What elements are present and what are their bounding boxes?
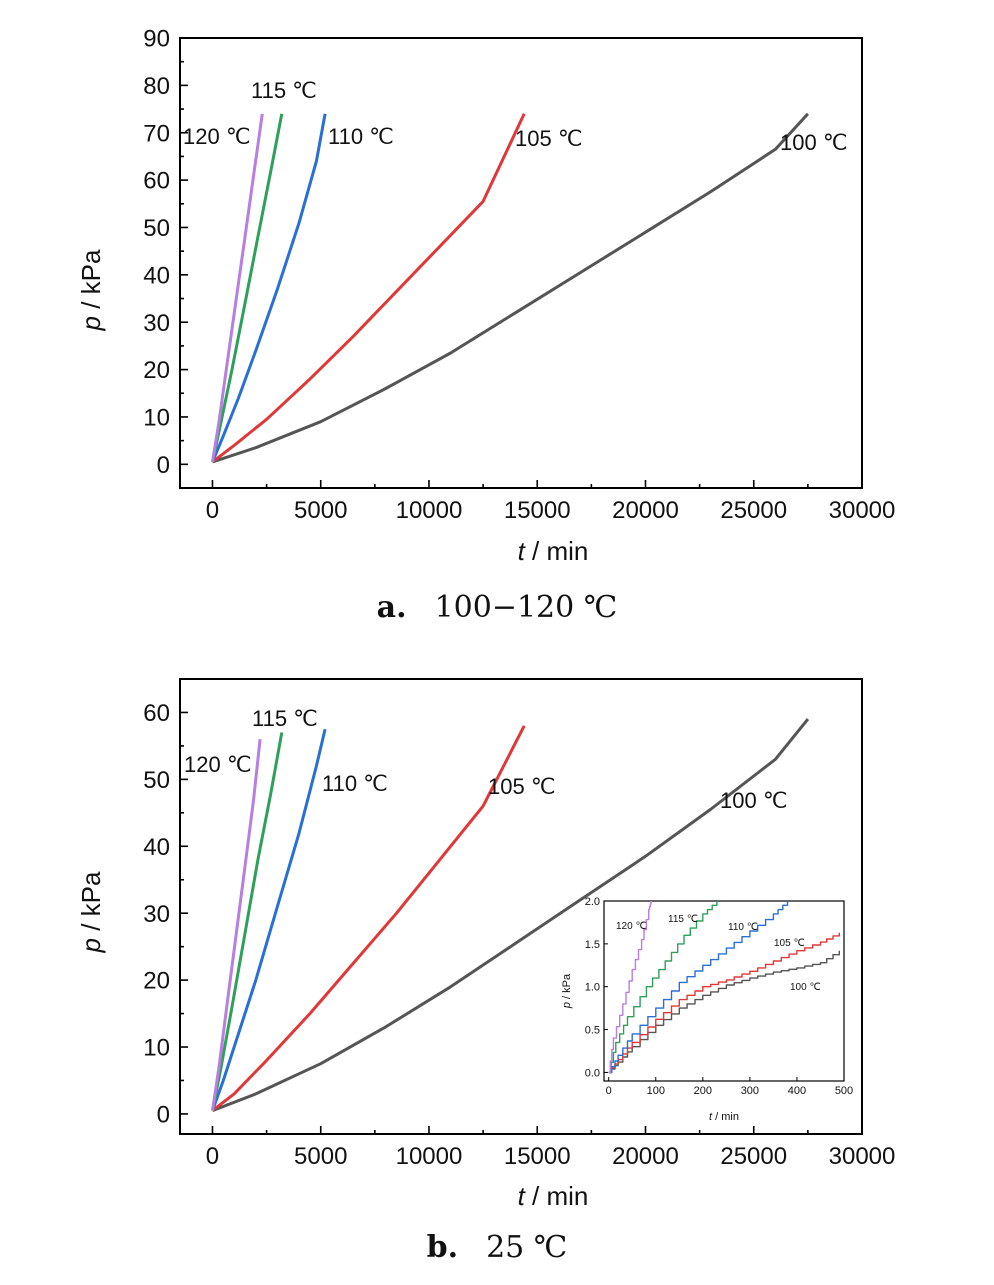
y-tick-label: 90 [143, 26, 170, 53]
y-tick-label: 60 [143, 168, 170, 195]
series-label-110: 110 ℃ [322, 771, 388, 796]
y-tick-label: 40 [143, 262, 170, 289]
x-tick-label: 30000 [829, 1143, 896, 1170]
y-axis-label-a: p / kPa [76, 249, 106, 331]
caption-b: b. 25 ℃ [427, 1230, 568, 1265]
y-tick-label: 30 [143, 310, 170, 337]
x-tick-label: 25000 [720, 1143, 787, 1170]
x-tick-label: 10000 [396, 497, 463, 524]
series-label-120: 120 ℃ [183, 124, 251, 149]
x-tick-label: 500 [835, 1085, 853, 1097]
x-axis-label-a: t / min [518, 536, 589, 566]
series-label-115: 115 ℃ [252, 706, 318, 731]
series-line-105 [211, 113, 526, 464]
series-group-b [211, 718, 810, 1112]
x-axis-a: 0 5000 10000 15000 20000 25000 30000 [206, 480, 896, 524]
x-tick-label: 10000 [396, 1143, 463, 1170]
y-tick-label: 2.0 [585, 896, 600, 908]
series-line-120 [211, 113, 264, 463]
series-line-115 [211, 113, 284, 463]
series-line-115 [608, 901, 718, 1074]
x-tick-label: 100 [647, 1085, 665, 1097]
inset-x-axis: 0 100 200 300 400 500 [606, 1077, 853, 1097]
panel-a: 0 10 20 30 40 50 60 70 80 90 0 5000 10000 15000 20000… [76, 26, 895, 625]
series-label-115: 115 ℃ [251, 78, 317, 103]
series-label-105: 105 ℃ [774, 938, 805, 949]
y-axis-a: 0 10 20 30 40 50 60 70 80 90 [143, 26, 188, 479]
x-tick-label: 25000 [720, 497, 787, 524]
series-label-110: 110 ℃ [728, 922, 758, 933]
y-tick-label: 1.5 [585, 939, 600, 951]
y-tick-label: 0 [157, 452, 170, 479]
x-tick-label: 400 [788, 1085, 806, 1097]
y-tick-label: 50 [143, 767, 170, 794]
x-tick-label: 20000 [612, 497, 679, 524]
series-label-110: 110 ℃ [328, 124, 394, 149]
y-tick-label: 10 [143, 405, 170, 432]
series-line-115 [211, 732, 284, 1111]
inset-y-axis: 0.0 0.5 1.0 1.5 2.0 [585, 896, 608, 1079]
series-label-115: 115 ℃ [668, 914, 698, 925]
series-label-100: 100 ℃ [790, 982, 821, 993]
y-tick-label: 30 [143, 901, 170, 928]
inset-y-axis-label: p / kPa [561, 973, 573, 1009]
y-tick-label: 50 [143, 215, 170, 242]
y-tick-label: 70 [143, 120, 170, 147]
x-tick-label: 20000 [612, 1143, 679, 1170]
y-axis-b: 0 10 20 30 40 50 60 [143, 700, 188, 1129]
x-tick-label: 0 [206, 1143, 219, 1170]
series-label-100: 100 ℃ [720, 788, 788, 813]
y-tick-label: 60 [143, 700, 170, 727]
caption-a: a. 100−120 ℃ [377, 590, 618, 625]
x-tick-label: 200 [694, 1085, 712, 1097]
plot-frame-a [179, 37, 863, 489]
x-tick-label: 15000 [504, 1143, 571, 1170]
x-tick-label: 300 [741, 1085, 759, 1097]
series-line-100 [608, 950, 840, 1074]
y-tick-label: 0.5 [585, 1025, 600, 1037]
series-line-105 [211, 725, 526, 1112]
y-tick-label: 0.0 [585, 1067, 600, 1079]
series-line-110 [608, 901, 789, 1074]
y-axis-label-b: p / kPa [76, 871, 106, 953]
x-tick-label: 30000 [829, 497, 896, 524]
x-tick-label: 0 [606, 1085, 612, 1097]
series-label-100: 100 ℃ [780, 130, 848, 155]
series-line-100 [212, 112, 810, 464]
x-axis-b: 0 5000 10000 15000 20000 25000 30000 [206, 1126, 896, 1170]
series-line-120 [211, 739, 262, 1111]
series-line-105 [608, 932, 840, 1074]
x-axis-label-b: t / min [518, 1181, 589, 1211]
series-label-105: 105 ℃ [515, 126, 583, 151]
series-group-a [211, 112, 810, 464]
x-tick-label: 5000 [294, 1143, 347, 1170]
series-label-120: 120 ℃ [184, 752, 252, 777]
series-line-110 [211, 728, 327, 1112]
y-tick-label: 40 [143, 834, 170, 861]
y-tick-label: 20 [143, 968, 170, 995]
inset-chart: 0.00.51.01.52.0 0 100 200 300 400 500 100 ℃10… [561, 896, 853, 1123]
series-label-105: 105 ℃ [488, 774, 556, 799]
x-tick-label: 5000 [294, 497, 347, 524]
y-tick-label: 0 [157, 1102, 170, 1129]
series-line-110 [211, 113, 327, 463]
x-tick-label: 15000 [504, 497, 571, 524]
series-label-120: 120 ℃ [616, 921, 647, 932]
series-line-100 [211, 718, 810, 1112]
inset-series-labels: 100 ℃ 105 ℃ 110 ℃ 115 ℃ 120 ℃ [616, 914, 821, 993]
series-line-120 [608, 901, 652, 1074]
inset-x-axis-label: t / min [709, 1111, 739, 1123]
y-tick-label: 10 [143, 1035, 170, 1062]
inset-series-group [608, 901, 840, 1074]
y-tick-label: 1.0 [585, 982, 600, 994]
x-tick-label: 0 [206, 497, 219, 524]
y-tick-label: 80 [143, 73, 170, 100]
y-tick-label: 20 [143, 357, 170, 384]
